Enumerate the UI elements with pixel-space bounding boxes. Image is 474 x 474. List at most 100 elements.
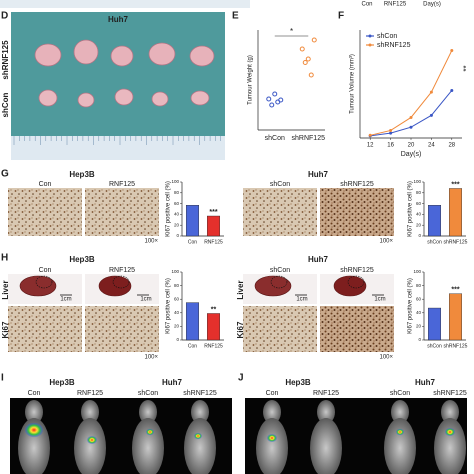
- group-title: Huh7: [308, 170, 329, 179]
- y-tick-label: 40: [416, 310, 422, 315]
- scale-label: 1cm: [374, 297, 385, 303]
- y-tick-label: 0: [418, 233, 421, 238]
- significance: *: [290, 27, 293, 36]
- group-title: Hep3B: [285, 378, 311, 387]
- group-title: Huh7: [162, 378, 183, 387]
- legend-swatch: [368, 34, 372, 38]
- point: [299, 46, 305, 52]
- y-tick-label: 80: [416, 283, 422, 288]
- luminescence: [87, 436, 97, 444]
- point: [308, 72, 314, 78]
- x-tick-label: 28: [448, 143, 455, 149]
- y-tick-label: 0: [176, 233, 179, 238]
- top-label: Day(s): [423, 2, 441, 8]
- mouse-body: [434, 418, 466, 474]
- x-tick-label: 12: [367, 143, 374, 149]
- legend-swatch: [368, 43, 372, 47]
- point: [278, 97, 284, 103]
- y-tick-label: 100: [413, 179, 421, 184]
- column-label: shRNF125: [340, 267, 374, 274]
- ihc-image: [85, 306, 159, 352]
- mouse-head: [391, 400, 409, 424]
- series-line: [370, 90, 453, 137]
- x-tick-label: shCon: [427, 343, 442, 349]
- mouse-body: [256, 418, 288, 474]
- x-tick-label: shCon: [265, 135, 285, 142]
- magnification: 100×: [144, 239, 158, 245]
- point: [450, 88, 454, 92]
- bar: [206, 313, 220, 341]
- y-axis-label: Tumour Volume (mm³): [350, 54, 356, 114]
- point: [409, 115, 413, 119]
- y-tick-label: 100: [413, 269, 421, 274]
- bar: [449, 188, 463, 237]
- significance: **: [211, 306, 217, 313]
- mouse-body: [184, 418, 216, 474]
- mouse-head: [263, 400, 281, 424]
- liver: [19, 275, 57, 297]
- ihc-image: [8, 188, 82, 236]
- bar: [185, 205, 199, 237]
- ihc-image: [243, 188, 317, 236]
- mouse-head: [191, 400, 209, 424]
- column-label: shCon: [390, 390, 410, 397]
- panel-label: G: [1, 169, 9, 180]
- significance: **: [462, 65, 471, 71]
- tumour-photo: [11, 12, 225, 160]
- y-tick-label: 40: [174, 212, 180, 217]
- mouse-head: [81, 400, 99, 424]
- ihc-image: [320, 306, 394, 352]
- y-axis-label: Ki67 positive cell (%): [408, 181, 414, 237]
- y-axis-label: Tumour Weight (g): [248, 55, 254, 105]
- panel-label: E: [232, 11, 239, 22]
- y-tick-label: 20: [416, 222, 422, 227]
- y-tick-label: 20: [174, 222, 180, 227]
- group-title: Hep3B: [49, 378, 75, 387]
- significance: ***: [451, 181, 459, 188]
- mouse-body: [132, 418, 164, 474]
- y-tick-label: 0: [176, 337, 179, 342]
- mouse-body: [74, 418, 106, 474]
- significance: ***: [451, 287, 459, 294]
- x-tick-label: 20: [408, 143, 415, 149]
- bar: [428, 307, 442, 341]
- column-label: RNF125: [77, 390, 103, 397]
- point: [272, 91, 278, 97]
- y-tick-label: 100: [171, 269, 179, 274]
- column-label: shRNF125: [340, 181, 374, 188]
- y-tick-label: 100: [171, 179, 179, 184]
- column-label: shCon: [270, 267, 290, 274]
- x-tick-label: Con: [188, 239, 197, 245]
- column-label: Con: [28, 390, 41, 397]
- ruler: [11, 136, 225, 160]
- point: [302, 60, 308, 65]
- lesion: [270, 275, 288, 289]
- top-label: Con: [361, 2, 372, 8]
- x-tick-label: shRNF125: [444, 343, 468, 349]
- group-title: Huh7: [415, 378, 436, 387]
- bar: [449, 293, 463, 341]
- y-axis-label: Ki67 positive cell (%): [408, 278, 414, 334]
- lesion: [35, 275, 53, 289]
- series-line: [370, 50, 453, 136]
- group-title: Hep3B: [69, 255, 95, 264]
- point: [389, 131, 393, 135]
- significance: ***: [209, 209, 217, 216]
- row-label: shCon: [1, 92, 10, 117]
- top-label: RNF125: [384, 2, 407, 8]
- lesion: [347, 275, 365, 289]
- panel-label: F: [338, 11, 344, 22]
- luminescence: [194, 432, 202, 440]
- luminescence: [396, 428, 404, 436]
- ihc-image: [8, 306, 82, 352]
- point: [409, 125, 413, 129]
- column-label: Con: [39, 267, 52, 274]
- luminescence: [146, 428, 154, 436]
- legend-label: shCon: [377, 33, 397, 40]
- y-tick-label: 60: [416, 201, 422, 206]
- point: [368, 133, 372, 137]
- column-label: shCon: [270, 181, 290, 188]
- ihc-image: [243, 306, 317, 352]
